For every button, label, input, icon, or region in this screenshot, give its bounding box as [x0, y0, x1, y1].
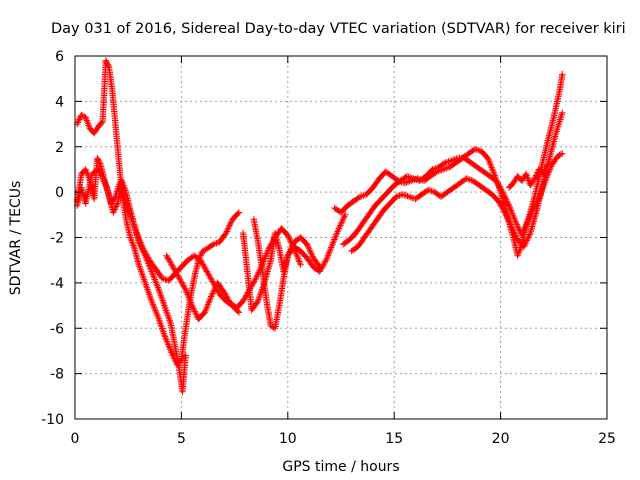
y-tick-label: 4 [55, 94, 64, 110]
y-axis-label: SDTVAR / TECUs [8, 181, 24, 296]
plus-markers-track-j [505, 161, 551, 191]
plus-markers-track-a [73, 57, 243, 368]
x-axis-label: GPS time / hours [282, 459, 399, 475]
series-track-j [505, 161, 551, 191]
chart-title: Day 031 of 2016, Sidereal Day-to-day VTE… [51, 21, 626, 37]
x-tick-label: 20 [492, 431, 510, 447]
x-tick-label: 0 [71, 431, 80, 447]
y-tick-label: 6 [55, 49, 64, 65]
tick-labels: 0 5 10 15 20 25 -10 -8 -6 -4 -2 0 2 4 6 [41, 49, 616, 447]
x-tick-label: 15 [385, 431, 403, 447]
plus-markers-track-d [163, 225, 304, 323]
series-track-d [163, 225, 304, 323]
data-points [73, 57, 566, 395]
plus-markers-track-f [250, 216, 323, 332]
y-tick-label: 2 [55, 140, 64, 156]
y-tick-label: -6 [50, 321, 64, 337]
axis-ticks [74, 55, 608, 420]
y-tick-label: -4 [50, 276, 64, 292]
series-track-f [250, 216, 323, 332]
series-track-a [73, 57, 243, 368]
x-tick-label: 25 [598, 431, 616, 447]
x-tick-label: 5 [177, 431, 186, 447]
y-tick-label: 0 [55, 185, 64, 201]
y-tick-label: -8 [50, 367, 64, 383]
y-tick-label: -2 [50, 231, 64, 247]
x-tick-label: 10 [279, 431, 297, 447]
series-track-i [348, 109, 566, 255]
y-tick-label: -10 [41, 412, 64, 428]
plus-markers-track-i [348, 109, 566, 255]
